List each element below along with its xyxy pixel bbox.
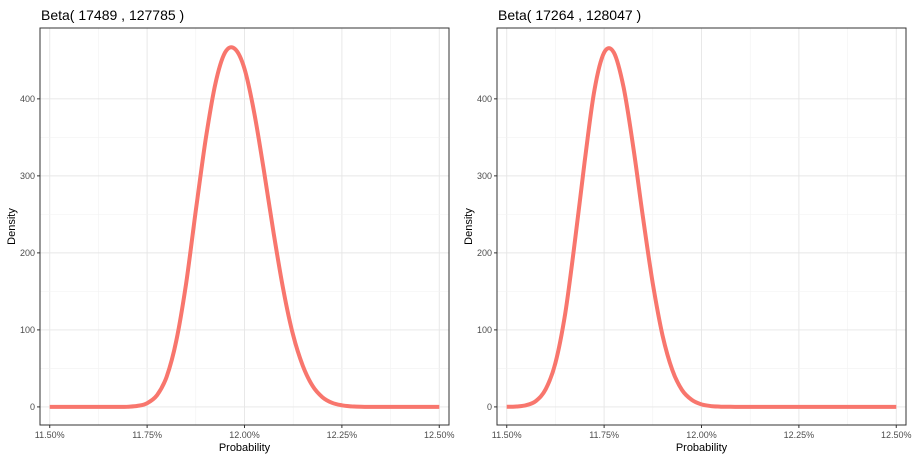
y-tick-label: 100 <box>477 325 492 335</box>
y-tick-label: 400 <box>477 94 492 104</box>
y-tick-label: 0 <box>487 402 492 412</box>
x-tick-label: 11.50% <box>35 430 65 440</box>
density-line <box>49 45 440 409</box>
y-tick-label: 300 <box>477 171 492 181</box>
x-tick-label: 12.50% <box>424 430 455 440</box>
density-chart-left: Beta( 17489 , 127785 ) 11.50% 11.75% 12.00%… <box>6 7 455 454</box>
y-tick-label: 0 <box>30 402 35 412</box>
x-axis-title: Probability <box>219 442 271 454</box>
gridlines <box>497 28 906 425</box>
y-tick-label: 400 <box>20 94 35 104</box>
y-tick-label: 200 <box>20 248 35 258</box>
y-axis-title: Density <box>463 208 475 245</box>
y-axis-title: Density <box>6 208 18 245</box>
chart-title: Beta( 17489 , 127785 ) <box>41 7 184 23</box>
x-tick-label: 12.50% <box>881 430 912 440</box>
x-tick-label: 11.75% <box>589 430 619 440</box>
y-tick-label: 100 <box>20 325 35 335</box>
chart-panel-right: Beta( 17264 , 128047 ) 11.50% 11.75% 12.00%… <box>457 0 914 458</box>
x-axis-title: Probability <box>676 442 728 454</box>
x-tick-label: 12.25% <box>327 430 358 440</box>
x-tick-label: 12.00% <box>686 430 717 440</box>
gridlines <box>40 28 449 425</box>
x-tick-label: 12.25% <box>784 430 815 440</box>
density-line <box>506 46 897 409</box>
y-tick-label: 300 <box>20 171 35 181</box>
density-chart-right: Beta( 17264 , 128047 ) 11.50% 11.75% 12.00%… <box>463 7 912 454</box>
chart-title: Beta( 17264 , 128047 ) <box>498 7 641 23</box>
x-tick-label: 12.00% <box>229 430 260 440</box>
x-tick-label: 11.50% <box>492 430 522 440</box>
y-tick-label: 200 <box>477 248 492 258</box>
chart-panel-left: Beta( 17489 , 127785 ) 11.50% 11.75% 12.00%… <box>0 0 457 458</box>
x-tick-label: 11.75% <box>132 430 162 440</box>
